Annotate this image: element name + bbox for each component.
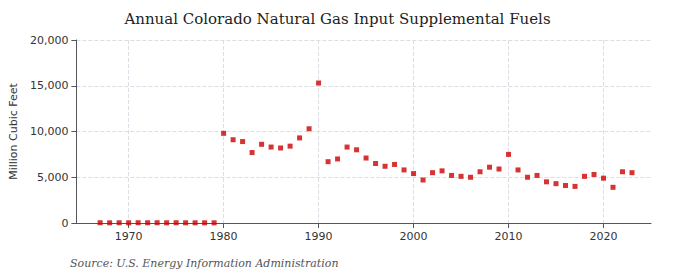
svg-text:5,000: 5,000 [37,171,69,184]
svg-text:Million Cubic Feet: Million Cubic Feet [7,82,20,179]
svg-text:1990: 1990 [305,230,333,243]
svg-text:1980: 1980 [210,230,238,243]
svg-text:1970: 1970 [115,230,143,243]
svg-text:10,000: 10,000 [30,125,69,138]
svg-text:2020: 2020 [590,230,618,243]
svg-text:2000: 2000 [400,230,428,243]
svg-text:Annual Colorado Natural Gas In: Annual Colorado Natural Gas Input Supple… [123,10,550,28]
svg-text:Source: U.S. Energy Informatio: Source: U.S. Energy Information Administ… [70,257,338,270]
svg-text:20,000: 20,000 [30,34,69,47]
svg-text:15,000: 15,000 [30,79,69,92]
svg-text:0: 0 [61,217,68,230]
svg-text:2010: 2010 [495,230,523,243]
